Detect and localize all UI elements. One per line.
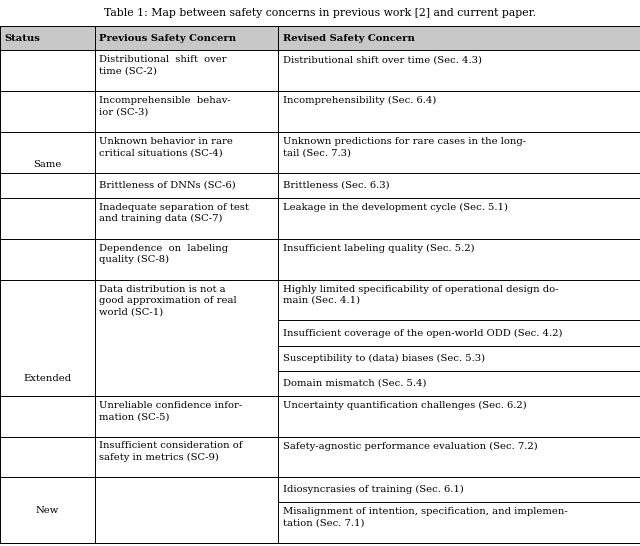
Text: Incomprehensible  behav-
ior (SC-3): Incomprehensible behav- ior (SC-3) [99,96,231,116]
Text: Dependence  on  labeling
quality (SC-8): Dependence on labeling quality (SC-8) [99,244,228,264]
Text: Domain mismatch (Sec. 5.4): Domain mismatch (Sec. 5.4) [283,378,426,388]
Text: Unreliable confidence infor-
mation (SC-5): Unreliable confidence infor- mation (SC-… [99,401,243,421]
Text: Highly limited specificability of operational design do-
main (Sec. 4.1): Highly limited specificability of operat… [283,284,558,305]
Text: Insufficient consideration of
safety in metrics (SC-9): Insufficient consideration of safety in … [99,441,243,462]
Text: Safety-agnostic performance evaluation (Sec. 7.2): Safety-agnostic performance evaluation (… [283,441,538,450]
Text: Same: Same [33,161,61,169]
Text: Insufficient labeling quality (Sec. 5.2): Insufficient labeling quality (Sec. 5.2) [283,244,474,253]
Text: Leakage in the development cycle (Sec. 5.1): Leakage in the development cycle (Sec. 5… [283,203,508,212]
Text: Revised Safety Concern: Revised Safety Concern [283,34,415,43]
Text: Idiosyncrasies of training (Sec. 6.1): Idiosyncrasies of training (Sec. 6.1) [283,485,464,495]
Text: Data distribution is not a
good approximation of real
world (SC-1): Data distribution is not a good approxim… [99,284,237,317]
Text: Brittleness (Sec. 6.3): Brittleness (Sec. 6.3) [283,181,390,190]
Text: Susceptibility to (data) biases (Sec. 5.3): Susceptibility to (data) biases (Sec. 5.… [283,353,485,363]
Text: Distributional  shift  over
time (SC-2): Distributional shift over time (SC-2) [99,55,227,76]
Text: Extended: Extended [23,374,72,383]
Text: Brittleness of DNNs (SC-6): Brittleness of DNNs (SC-6) [99,181,236,190]
Text: Status: Status [4,34,40,43]
Text: Table 1: Map between safety concerns in previous work [2] and current paper.: Table 1: Map between safety concerns in … [104,8,536,18]
Text: Uncertainty quantification challenges (Sec. 6.2): Uncertainty quantification challenges (S… [283,401,527,410]
Text: Distributional shift over time (Sec. 4.3): Distributional shift over time (Sec. 4.3… [283,55,482,64]
Text: Inadequate separation of test
and training data (SC-7): Inadequate separation of test and traini… [99,203,249,223]
Text: Unknown behavior in rare
critical situations (SC-4): Unknown behavior in rare critical situat… [99,137,233,157]
Text: Insufficient coverage of the open-world ODD (Sec. 4.2): Insufficient coverage of the open-world … [283,329,563,337]
Text: Incomprehensibility (Sec. 6.4): Incomprehensibility (Sec. 6.4) [283,96,436,105]
Text: Unknown predictions for rare cases in the long-
tail (Sec. 7.3): Unknown predictions for rare cases in th… [283,137,526,157]
Bar [0,26,640,50]
Text: Previous Safety Concern: Previous Safety Concern [99,34,236,43]
Text: Misalignment of intention, specification, and implemen-
tation (Sec. 7.1): Misalignment of intention, specification… [283,507,568,528]
Text: New: New [36,506,59,515]
